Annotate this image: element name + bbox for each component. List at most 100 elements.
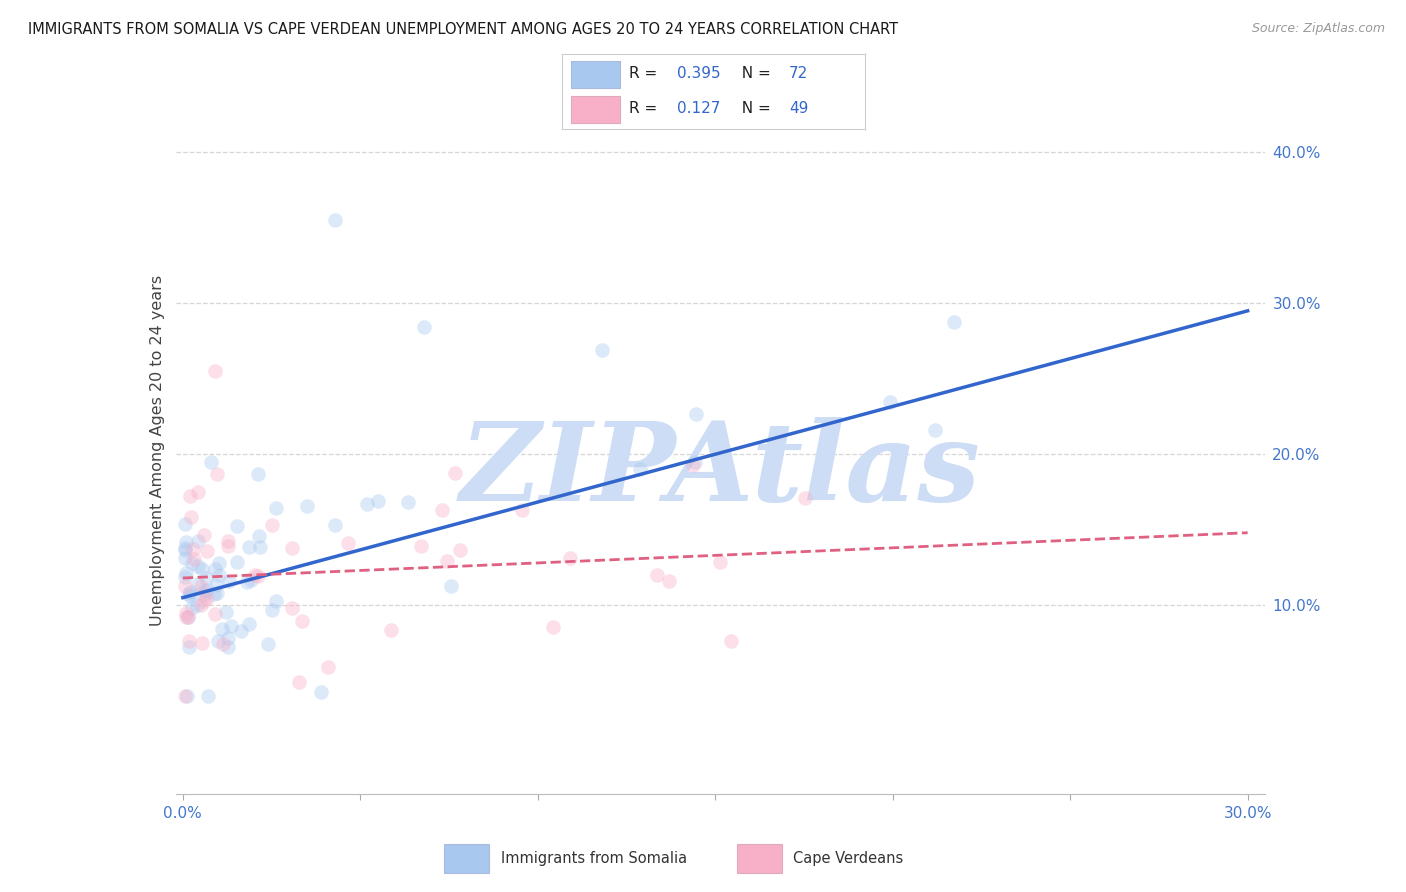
- Point: [204, 364, 226, 378]
- Point: [444, 466, 467, 480]
- Text: R =: R =: [628, 67, 662, 81]
- Point: [247, 528, 270, 542]
- Point: [190, 579, 212, 593]
- Point: [173, 541, 195, 556]
- Point: [879, 395, 901, 409]
- Point: [225, 555, 247, 569]
- Point: [225, 518, 247, 533]
- Point: [195, 582, 218, 597]
- Point: [211, 622, 233, 636]
- Point: [177, 640, 200, 654]
- Point: [207, 634, 229, 648]
- Text: 49: 49: [789, 102, 808, 116]
- Point: [174, 610, 197, 624]
- FancyBboxPatch shape: [571, 62, 620, 87]
- Point: [177, 609, 200, 624]
- Point: [924, 423, 946, 437]
- FancyBboxPatch shape: [444, 844, 489, 873]
- Point: [180, 601, 202, 615]
- Point: [449, 542, 471, 557]
- Point: [238, 617, 260, 632]
- Point: [510, 503, 533, 517]
- Point: [193, 594, 215, 608]
- Point: [194, 571, 217, 585]
- Point: [287, 675, 309, 690]
- Point: [316, 659, 339, 673]
- Point: [193, 527, 215, 541]
- Point: [173, 570, 195, 584]
- Point: [173, 579, 195, 593]
- Point: [217, 632, 239, 646]
- Point: [325, 213, 347, 227]
- Point: [247, 569, 270, 583]
- Point: [212, 637, 235, 651]
- Point: [247, 467, 270, 481]
- Text: Cape Verdeans: Cape Verdeans: [793, 851, 903, 866]
- Point: [193, 588, 215, 602]
- Point: [229, 624, 252, 638]
- FancyBboxPatch shape: [737, 844, 782, 873]
- Point: [205, 578, 228, 592]
- Point: [187, 559, 209, 574]
- Point: [187, 533, 209, 548]
- Point: [356, 497, 378, 511]
- Point: [208, 567, 231, 582]
- Point: [658, 574, 681, 589]
- Point: [245, 568, 267, 582]
- Point: [411, 539, 433, 553]
- Y-axis label: Unemployment Among Ages 20 to 24 years: Unemployment Among Ages 20 to 24 years: [149, 275, 165, 626]
- Text: 0.395: 0.395: [678, 67, 721, 81]
- Point: [295, 500, 318, 514]
- Point: [190, 636, 212, 650]
- Text: N =: N =: [731, 67, 775, 81]
- Point: [179, 587, 201, 601]
- Point: [337, 536, 360, 550]
- Point: [217, 539, 239, 553]
- Point: [202, 587, 225, 601]
- Point: [436, 554, 458, 568]
- Point: [291, 614, 314, 628]
- Point: [181, 542, 204, 557]
- Point: [323, 517, 346, 532]
- Point: [183, 552, 205, 566]
- Point: [179, 589, 201, 603]
- Point: [236, 574, 259, 589]
- Point: [217, 534, 239, 549]
- Point: [204, 562, 226, 576]
- Point: [174, 550, 197, 565]
- Point: [260, 518, 283, 533]
- Point: [177, 610, 200, 624]
- Point: [683, 455, 706, 469]
- Point: [174, 534, 197, 549]
- Point: [193, 583, 215, 598]
- Point: [179, 585, 201, 599]
- Text: 72: 72: [789, 67, 808, 81]
- Point: [218, 574, 240, 588]
- Point: [309, 685, 332, 699]
- Point: [219, 619, 242, 633]
- Point: [280, 601, 302, 615]
- Point: [174, 566, 197, 581]
- Point: [190, 598, 212, 612]
- Point: [205, 586, 228, 600]
- Point: [645, 567, 668, 582]
- Point: [181, 557, 204, 571]
- Point: [215, 605, 238, 619]
- Text: N =: N =: [731, 102, 775, 116]
- Point: [238, 540, 260, 554]
- FancyBboxPatch shape: [571, 96, 620, 122]
- Text: ZIPAtlas: ZIPAtlas: [460, 417, 981, 524]
- Point: [682, 458, 704, 472]
- Text: 0.127: 0.127: [678, 102, 721, 116]
- Text: IMMIGRANTS FROM SOMALIA VS CAPE VERDEAN UNEMPLOYMENT AMONG AGES 20 TO 24 YEARS C: IMMIGRANTS FROM SOMALIA VS CAPE VERDEAN …: [28, 22, 898, 37]
- Point: [396, 495, 419, 509]
- Point: [264, 594, 287, 608]
- Point: [264, 500, 287, 515]
- Point: [179, 489, 201, 503]
- Point: [256, 637, 278, 651]
- Point: [204, 607, 226, 621]
- Point: [180, 510, 202, 524]
- Point: [174, 606, 197, 620]
- Point: [430, 503, 453, 517]
- Point: [187, 576, 209, 591]
